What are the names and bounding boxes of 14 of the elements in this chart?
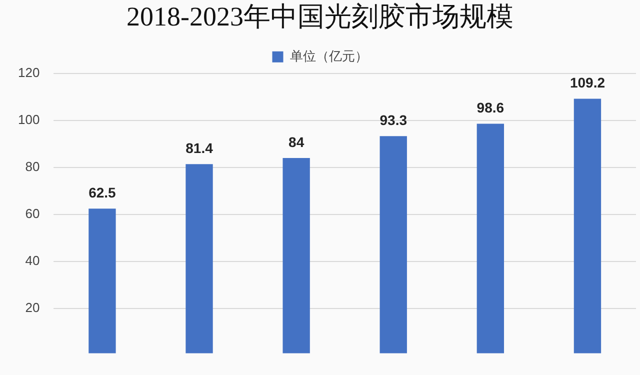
y-tick-label: 40 (25, 253, 40, 268)
data-label: 81.4 (186, 140, 214, 156)
data-label: 62.5 (88, 184, 116, 200)
y-tick-label: 60 (25, 206, 40, 222)
y-tick-label: 100 (18, 112, 40, 128)
data-label: 109.2 (570, 74, 606, 91)
y-tick-label: 20 (25, 300, 40, 316)
y-tick-label: 80 (25, 159, 40, 174)
legend-label: 单位（亿元） (290, 49, 368, 64)
data-label: 84 (288, 134, 304, 150)
y-tick-label: 120 (18, 64, 40, 80)
data-label: 98.6 (476, 100, 504, 116)
data-label: 93.3 (380, 112, 408, 128)
chart-title: 2018-2023年中国光刻胶市场规模 (126, 1, 514, 32)
